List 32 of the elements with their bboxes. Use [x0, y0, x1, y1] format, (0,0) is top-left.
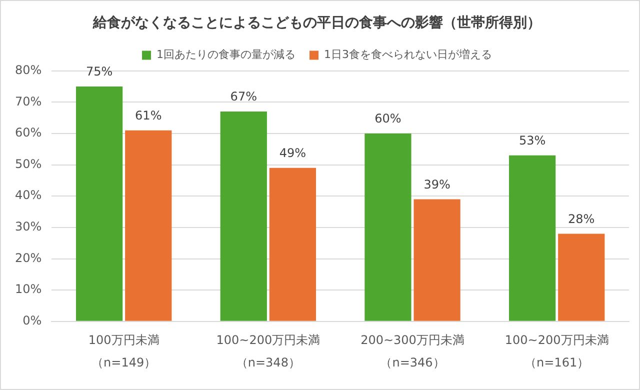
bar	[364, 133, 412, 321]
chart-title: 給食がなくなることによるこどもの平日の食事への影響（世帯所得別）	[92, 14, 541, 32]
bar	[558, 234, 605, 321]
bar	[269, 168, 316, 321]
x-tick-label: 100~200万円未満（n=348）	[216, 332, 320, 370]
y-tick-label: 30%	[15, 220, 42, 234]
y-tick-label: 10%	[15, 282, 42, 296]
bar	[76, 86, 123, 321]
y-tick-label: 70%	[15, 94, 42, 108]
y-tick-label: 40%	[15, 188, 42, 202]
data-label: 75%	[86, 64, 113, 79]
y-tick-label: 20%	[15, 250, 42, 265]
x-tick-label: 100~200万円未満（n=161）	[504, 332, 609, 370]
bar	[220, 112, 267, 321]
bar	[125, 130, 172, 321]
x-tick-label: 100万円未満（n=149）	[88, 332, 160, 370]
data-label: 60%	[374, 112, 402, 126]
data-label: 61%	[135, 108, 162, 122]
data-label: 67%	[230, 90, 257, 104]
legend-label: 1日3食を食べられない日が増える	[324, 48, 492, 62]
y-tick-label: 60%	[15, 126, 42, 140]
data-label: 49%	[279, 146, 306, 160]
legend-label: 1回あたりの食事の量が減る	[156, 48, 296, 62]
bar	[508, 155, 556, 321]
y-tick-label: 50%	[15, 156, 42, 171]
y-tick-label: 80%	[15, 62, 42, 77]
data-label: 53%	[518, 134, 546, 148]
bar	[414, 199, 460, 321]
x-tick-label: 200~300万円未満（n=346）	[360, 332, 464, 370]
data-label: 28%	[568, 212, 595, 226]
y-tick-label: 0%	[22, 314, 42, 328]
data-label: 39%	[424, 177, 450, 192]
